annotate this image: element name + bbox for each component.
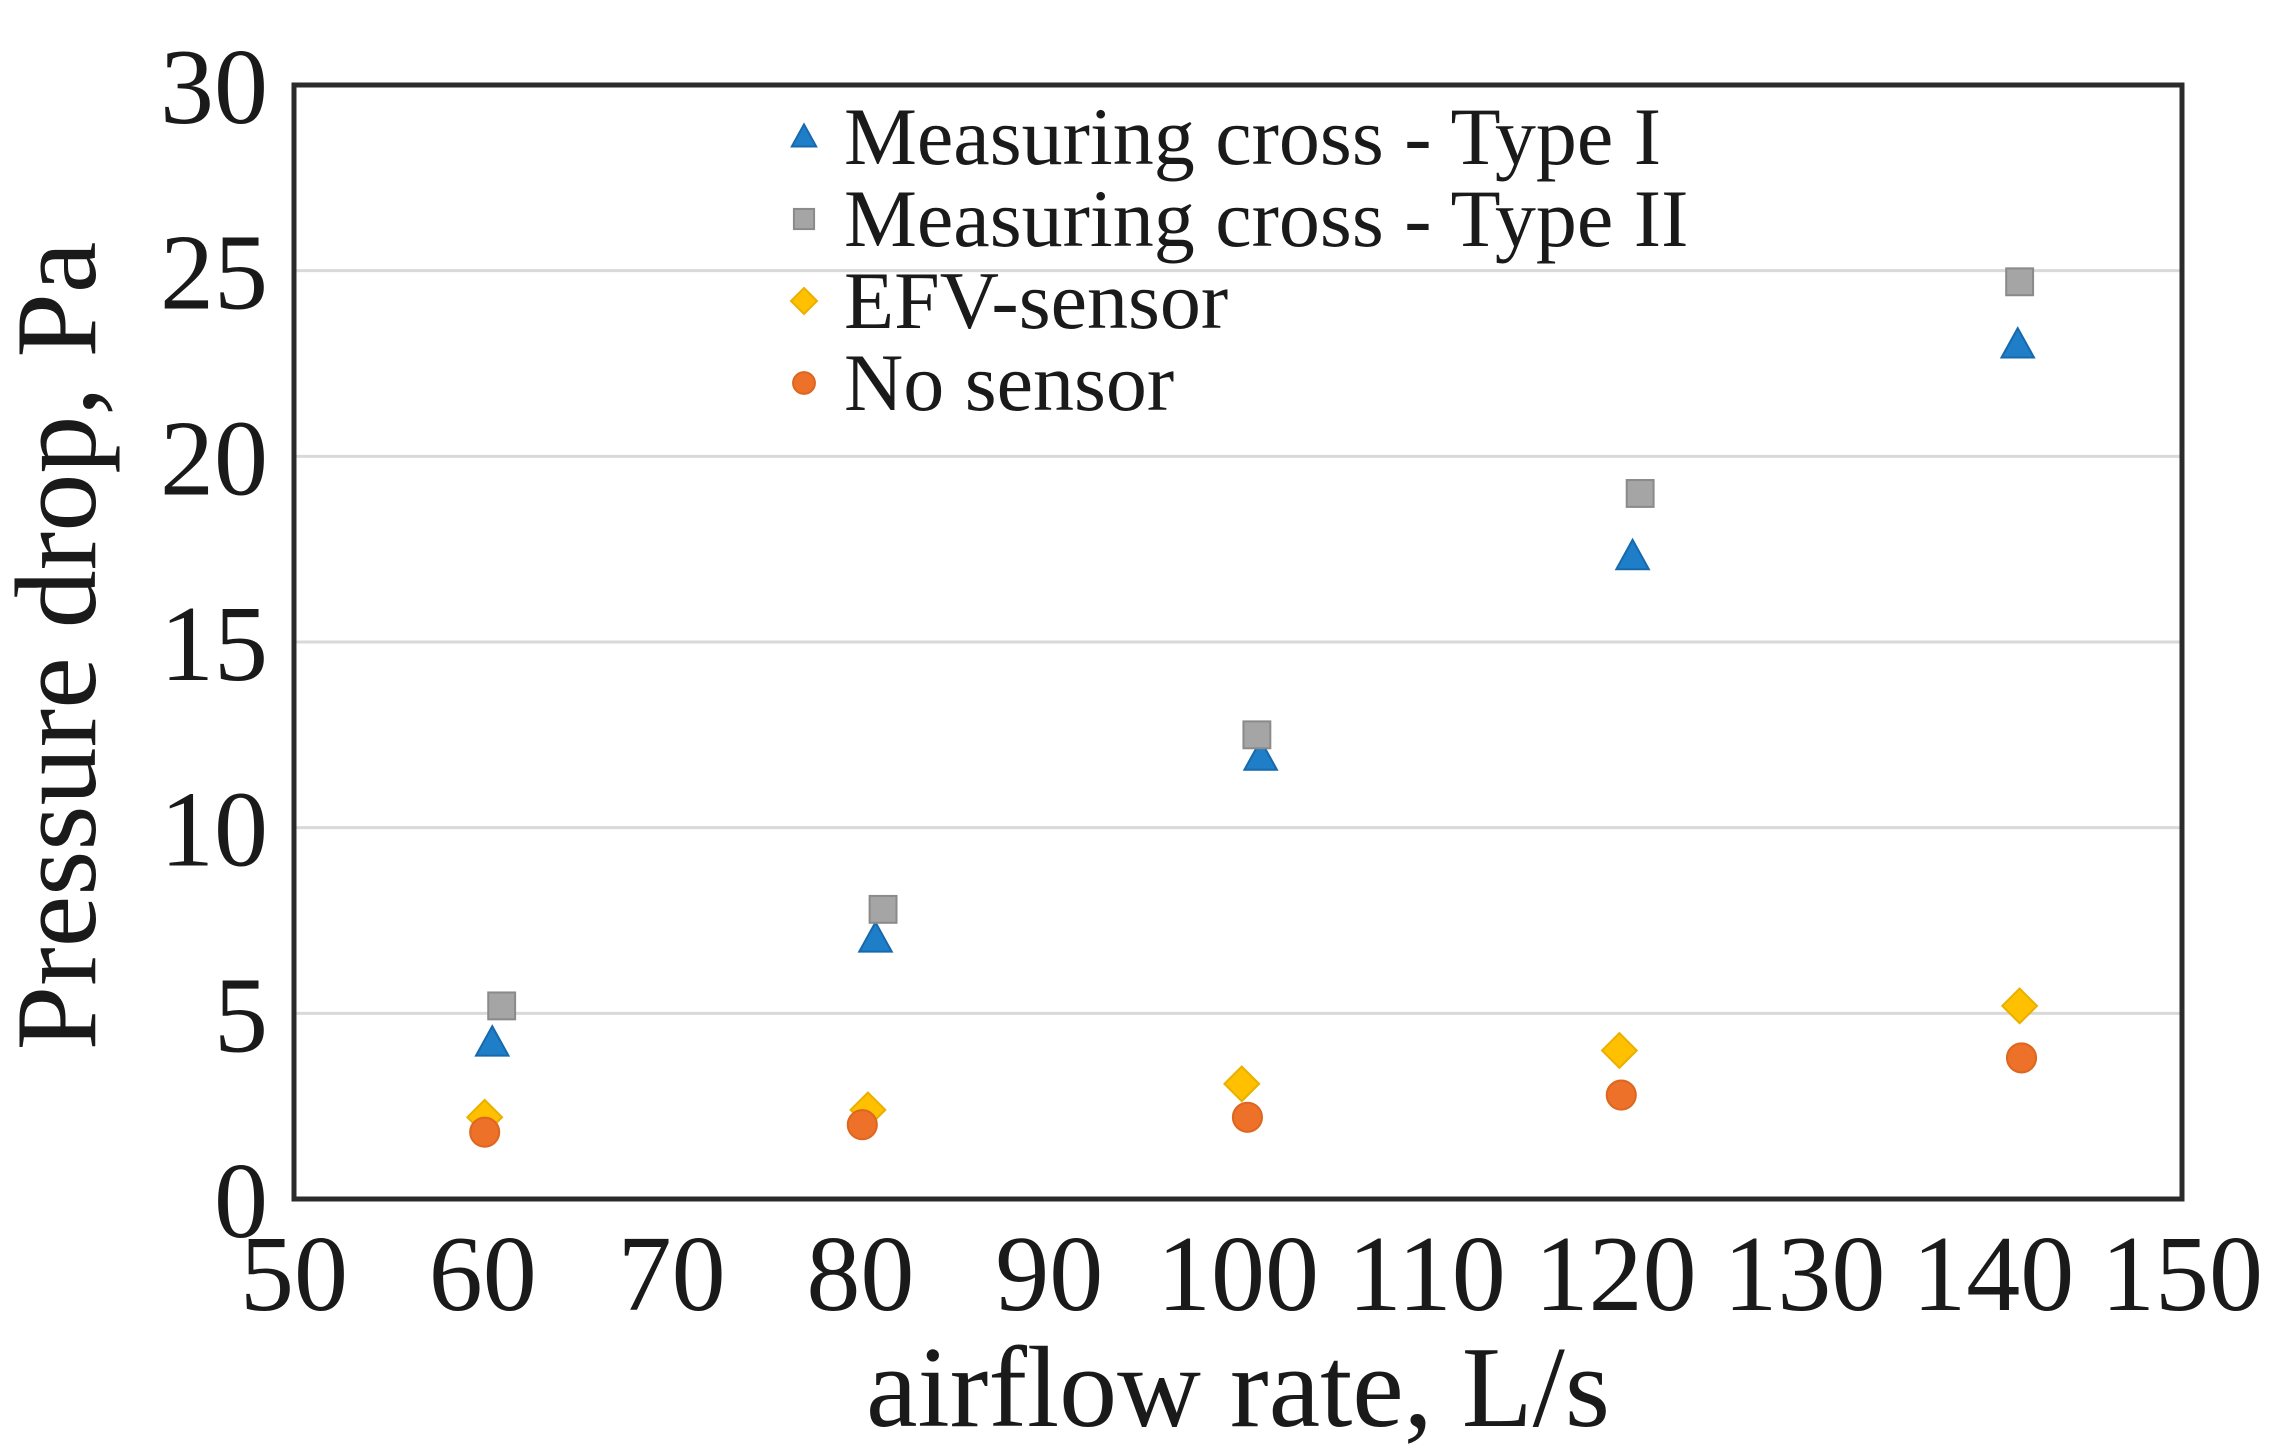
circle-marker-icon	[792, 371, 816, 395]
data-point-marker	[2000, 987, 2039, 1025]
legend-label-type2: Measuring cross - Type II	[844, 173, 1689, 264]
x-tick-label: 80	[806, 1215, 914, 1334]
x-tick-label: 50	[240, 1215, 348, 1334]
data-point-marker	[792, 371, 816, 395]
triangle-marker-icon	[790, 122, 818, 148]
data-point-marker	[1223, 1065, 1261, 1103]
data-point-marker	[792, 207, 816, 231]
data-point-marker	[487, 991, 517, 1021]
y-tick-label: 0	[214, 1142, 268, 1261]
x-tick-label: 100	[1157, 1215, 1319, 1334]
x-tick-label: 140	[1912, 1215, 2074, 1334]
data-point-marker	[1605, 1079, 1637, 1111]
x-tick-label: 130	[1723, 1215, 1885, 1334]
y-tick-label: 25	[160, 214, 268, 333]
x-tick-label: 110	[1348, 1215, 1506, 1334]
data-point-marker	[846, 1109, 878, 1141]
legend-label-nosensor: No sensor	[844, 337, 1175, 428]
legend-item-type2: Measuring cross - Type II	[782, 178, 1688, 260]
data-point-marker	[1999, 326, 2036, 359]
diamond-marker-icon	[789, 286, 819, 316]
y-axis-title: Pressure drop, Pa	[0, 241, 121, 1051]
legend-label-type1: Measuring cross - Type I	[844, 91, 1662, 182]
x-tick-label: 90	[995, 1215, 1103, 1334]
plot-border	[291, 82, 2185, 1202]
y-tick-label: 5	[214, 956, 268, 1075]
data-point-marker	[474, 1024, 511, 1057]
data-point-marker	[1614, 537, 1651, 571]
x-axis-title: airflow rate, L/s	[865, 1324, 1611, 1451]
y-tick-label: 20	[160, 399, 268, 518]
legend-item-type1: Measuring cross - Type I	[782, 96, 1688, 178]
x-tick-label: 150	[2101, 1215, 2263, 1334]
data-point-marker	[789, 286, 819, 316]
data-point-marker	[2005, 1042, 2038, 1074]
y-tick-label: 30	[160, 28, 268, 147]
legend: Measuring cross - Type I Measuring cross…	[782, 96, 1688, 424]
x-tick-label: 120	[1535, 1215, 1697, 1334]
legend-label-efv: EFV-sensor	[844, 255, 1229, 346]
data-point-marker	[2005, 267, 2035, 297]
data-point-marker	[1242, 738, 1279, 771]
data-point-marker	[857, 920, 894, 953]
data-point-marker	[1600, 1031, 1639, 1070]
data-point-marker	[469, 1116, 501, 1148]
y-tick-label: 10	[160, 771, 268, 890]
square-marker-icon	[792, 207, 816, 231]
data-point-marker	[790, 122, 818, 148]
y-tick-label: 15	[160, 585, 268, 704]
x-tick-label: 60	[429, 1215, 537, 1334]
data-point-marker	[1242, 720, 1272, 750]
legend-item-nosensor: No sensor	[782, 342, 1688, 424]
data-point-marker	[868, 894, 898, 924]
data-point-marker	[1231, 1101, 1263, 1133]
legend-item-efv: EFV-sensor	[782, 260, 1688, 342]
data-point-marker	[1625, 479, 1655, 508]
x-tick-label: 70	[618, 1215, 726, 1334]
